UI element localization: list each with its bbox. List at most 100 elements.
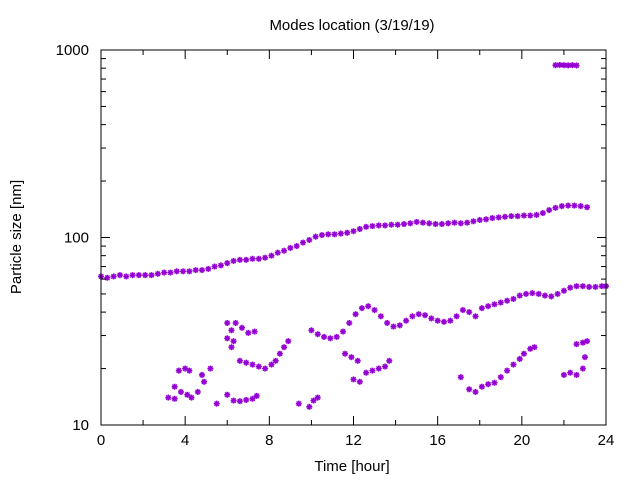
data-point xyxy=(352,311,359,318)
data-point xyxy=(274,249,281,256)
data-point xyxy=(236,256,243,263)
data-point xyxy=(556,61,563,68)
data-point xyxy=(470,218,477,225)
data-point xyxy=(230,257,237,264)
data-point xyxy=(510,361,517,368)
data-point xyxy=(579,283,586,290)
data-point xyxy=(478,383,485,390)
y-tick-label: 1000 xyxy=(56,42,89,59)
data-point xyxy=(224,319,231,326)
data-point xyxy=(478,305,485,312)
data-point xyxy=(184,391,191,398)
data-point xyxy=(560,287,567,294)
data-point xyxy=(413,218,420,225)
data-point xyxy=(186,367,193,374)
data-point xyxy=(175,367,182,374)
data-point xyxy=(253,392,260,399)
data-point xyxy=(262,254,269,261)
data-point xyxy=(356,226,363,233)
data-point xyxy=(369,223,376,230)
data-point xyxy=(569,62,576,69)
data-point xyxy=(238,324,245,331)
data-point xyxy=(135,272,142,279)
data-point xyxy=(331,231,338,238)
data-point xyxy=(173,268,180,275)
data-point xyxy=(573,283,580,290)
data-point xyxy=(388,221,395,228)
data-point xyxy=(300,239,306,246)
data-point xyxy=(384,319,391,326)
data-point xyxy=(520,212,527,219)
data-point xyxy=(491,301,498,308)
data-point xyxy=(281,247,288,254)
data-point xyxy=(581,354,588,361)
data-point xyxy=(285,338,292,345)
data-point xyxy=(565,202,572,209)
x-tick-label: 12 xyxy=(345,432,362,449)
data-point xyxy=(428,315,435,322)
data-point xyxy=(464,219,471,226)
chart-title: Modes location (3/19/19) xyxy=(269,17,434,34)
data-point xyxy=(554,290,561,297)
data-point xyxy=(407,220,414,227)
data-point xyxy=(377,313,384,320)
data-point xyxy=(495,214,502,221)
data-point xyxy=(523,290,530,297)
data-point xyxy=(504,297,511,304)
x-tick-label: 0 xyxy=(97,432,105,449)
data-point xyxy=(394,221,401,228)
x-axis-ticks: 0 4 8 12 16 20 24 xyxy=(97,50,614,449)
data-point xyxy=(584,204,591,211)
data-point xyxy=(205,265,212,272)
x-tick-label: 4 xyxy=(181,432,189,449)
data-point xyxy=(276,350,283,357)
data-point xyxy=(194,388,201,395)
data-point xyxy=(272,357,279,364)
data-point xyxy=(104,274,111,281)
data-point xyxy=(308,327,315,334)
data-point xyxy=(186,268,193,275)
data-point xyxy=(419,219,426,226)
data-point xyxy=(154,270,161,277)
data-point xyxy=(262,365,269,372)
data-point xyxy=(217,262,224,269)
data-point xyxy=(552,204,559,211)
data-point xyxy=(567,284,574,291)
data-point xyxy=(548,293,555,300)
data-point xyxy=(268,252,275,259)
data-point xyxy=(472,388,479,395)
data-point xyxy=(485,381,492,388)
data-point xyxy=(369,367,376,374)
data-point xyxy=(546,207,553,214)
data-point xyxy=(249,361,256,368)
data-point xyxy=(497,374,504,381)
data-point xyxy=(199,267,205,274)
data-point xyxy=(337,230,344,237)
data-point xyxy=(129,272,136,279)
data-point xyxy=(560,371,567,378)
data-point xyxy=(199,371,205,378)
data-point xyxy=(586,283,593,290)
data-point xyxy=(306,236,313,243)
data-point xyxy=(207,365,214,372)
data-point xyxy=(321,333,328,340)
data-point xyxy=(165,394,172,401)
data-point xyxy=(438,221,445,228)
data-point xyxy=(375,365,382,372)
data-point xyxy=(476,216,483,223)
data-point xyxy=(432,221,439,228)
data-point xyxy=(249,395,256,402)
data-point xyxy=(409,313,416,320)
data-point xyxy=(224,391,231,398)
data-point xyxy=(255,363,262,370)
data-point xyxy=(287,244,294,251)
data-point xyxy=(142,272,149,279)
data-point xyxy=(508,213,515,220)
data-point xyxy=(579,365,586,372)
data-point xyxy=(188,394,195,401)
data-point xyxy=(333,333,340,340)
data-point xyxy=(228,327,235,334)
data-point xyxy=(167,269,174,276)
data-markers xyxy=(98,61,609,410)
